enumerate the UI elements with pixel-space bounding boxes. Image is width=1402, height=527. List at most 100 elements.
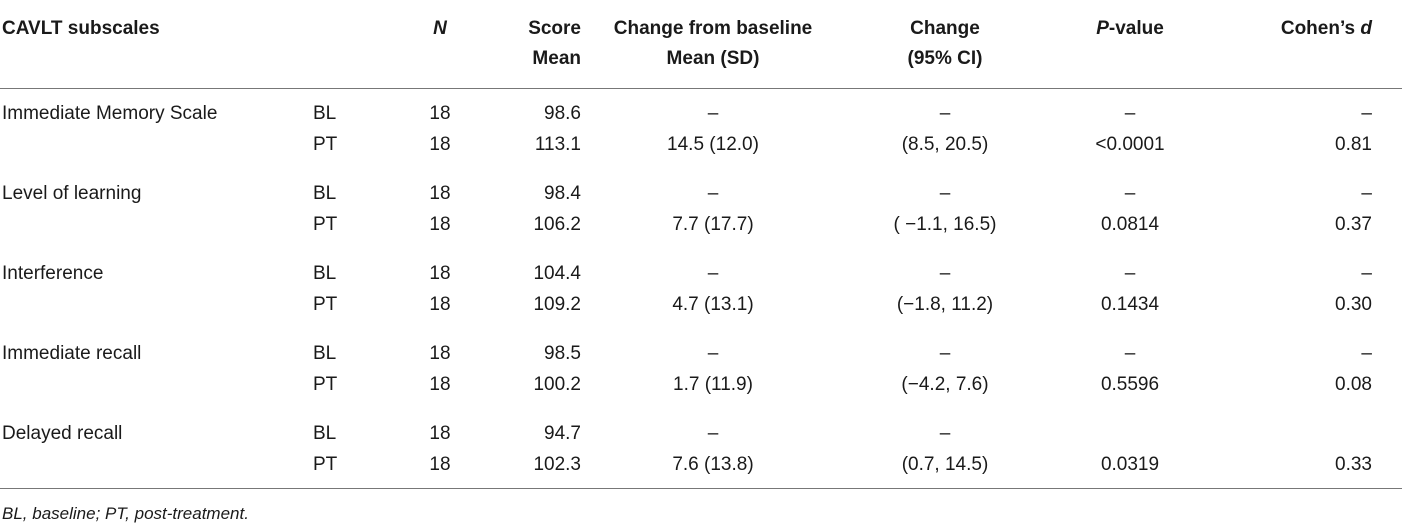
cell-change-ci: – [939, 343, 951, 364]
cell-cohens-d: – [1361, 103, 1372, 124]
header-score: Score Mean [480, 0, 581, 89]
cell-p-value: 0.5596 [1100, 374, 1160, 395]
cell-cohens-d: 0.33 [1215, 449, 1402, 489]
header-n: N [400, 0, 480, 89]
cell-cohens-d: – [1361, 343, 1372, 364]
cell-score-mean: 100.2 [533, 374, 581, 395]
cell-n: 18 [429, 214, 451, 235]
cell-change-mean-sd: – [707, 343, 719, 364]
header-p-value: P-value [1045, 0, 1215, 89]
cell-group: BL [313, 103, 337, 124]
cell-score-mean: 98.6 [544, 103, 581, 124]
cell-subscale [0, 129, 310, 169]
cell-subscale [0, 369, 310, 409]
header-d-italic: d [1360, 18, 1372, 39]
cell-n: 18 [429, 343, 451, 364]
cell-group: BL [313, 343, 337, 364]
cell-change-mean-sd: – [707, 263, 719, 284]
cell-cohens-d: 0.37 [1335, 214, 1372, 235]
cell-change-ci: – [939, 423, 951, 444]
cell-cohens-d: 0.08 [1335, 374, 1372, 395]
header-score-line1: Score [528, 18, 581, 39]
cell-p-value [1045, 409, 1215, 449]
cell-subscale: Interference [2, 263, 104, 284]
table-row: PT 18 106.2 7.7 (17.7) ( −1.1, 16.5) 0.0814 0.… [0, 209, 1402, 249]
cell-score-mean: 94.7 [544, 423, 581, 444]
results-table: CAVLT subscales N Score Mean Change from… [0, 0, 1402, 489]
cell-change-mean-sd: – [707, 183, 719, 204]
cell-n: 18 [429, 134, 451, 155]
cell-subscale: Immediate Memory Scale [2, 103, 218, 124]
cell-change-ci: – [939, 103, 951, 124]
cell-group: BL [313, 183, 337, 204]
cell-n: 18 [429, 183, 451, 204]
cell-group: BL [313, 423, 337, 444]
cell-change-mean-sd: 7.7 (17.7) [672, 214, 754, 235]
table-row: Interference BL 18 104.4 – – – – [0, 249, 1402, 289]
cell-change-ci: (0.7, 14.5) [845, 449, 1045, 489]
cell-n: 18 [429, 374, 451, 395]
header-ci-line1: Change [910, 18, 980, 39]
footnote: BL, baseline; PT, post-treatment. [2, 504, 249, 523]
cell-subscale: Delayed recall [2, 423, 123, 444]
cell-subscale [0, 449, 310, 489]
cell-p-value: – [1124, 343, 1136, 364]
cell-n: 18 [400, 449, 480, 489]
cell-p-value: <0.0001 [1095, 134, 1165, 155]
cell-score-mean: 98.4 [544, 183, 581, 204]
cell-cohens-d [1215, 409, 1402, 449]
cell-subscale: Level of learning [2, 183, 142, 204]
header-cohens-d: Cohen’s d [1215, 0, 1402, 89]
header-group [310, 0, 400, 89]
cell-change-ci: – [939, 183, 951, 204]
cell-change-ci: ( −1.1, 16.5) [893, 214, 997, 235]
cell-n: 18 [429, 423, 451, 444]
header-change-line1: Change from baseline [613, 18, 813, 39]
cell-score-mean: 106.2 [533, 214, 581, 235]
header-change-line2: Mean (SD) [666, 48, 760, 69]
cell-group: PT [313, 214, 338, 235]
cell-score-mean: 109.2 [533, 294, 581, 315]
cell-cohens-d: 0.30 [1335, 294, 1372, 315]
header-p-italic: P [1096, 18, 1109, 39]
header-change: Change from baseline Mean (SD) [581, 0, 845, 89]
cell-change-mean-sd: 14.5 (12.0) [667, 134, 759, 155]
cell-score-mean: 104.4 [533, 263, 581, 284]
cell-change-ci: – [939, 263, 951, 284]
cell-cohens-d: 0.81 [1335, 134, 1372, 155]
cell-cohens-d: – [1361, 263, 1372, 284]
table-row: Level of learning BL 18 98.4 – – – – [0, 169, 1402, 209]
cell-change-mean-sd: 4.7 (13.1) [672, 294, 754, 315]
cell-score-mean: 102.3 [480, 449, 581, 489]
table-row: PT 18 100.2 1.7 (11.9) (−4.2, 7.6) 0.5596 0.08 [0, 369, 1402, 409]
header-row: CAVLT subscales N Score Mean Change from… [0, 0, 1402, 89]
table-row: Delayed recall BL 18 94.7 – – [0, 409, 1402, 449]
cell-group: BL [313, 263, 337, 284]
cell-score-mean: 113.1 [534, 134, 581, 155]
cell-subscale: Immediate recall [2, 343, 142, 364]
cell-change-ci: (−1.8, 11.2) [896, 294, 994, 315]
cell-p-value: 0.0319 [1045, 449, 1215, 489]
header-n-text: N [433, 18, 447, 39]
header-subscales: CAVLT subscales [0, 0, 310, 89]
cell-change-ci: (−4.2, 7.6) [901, 374, 989, 395]
cell-group: PT [313, 374, 338, 395]
cell-n: 18 [429, 294, 451, 315]
cell-p-value: 0.1434 [1100, 294, 1160, 315]
cell-change-mean-sd: 1.7 (11.9) [673, 374, 753, 395]
cell-p-value: – [1124, 103, 1136, 124]
header-ci: Change (95% CI) [845, 0, 1045, 89]
cell-change-mean-sd: – [707, 423, 719, 444]
cell-group: PT [313, 294, 338, 315]
cell-p-value: – [1124, 183, 1136, 204]
table-row: Immediate Memory Scale BL 18 98.6 – – – – [0, 89, 1402, 130]
cell-subscale [0, 209, 310, 249]
table-row: Immediate recall BL 18 98.5 – – – – [0, 329, 1402, 369]
cell-change-mean-sd: 7.6 (13.8) [581, 449, 845, 489]
cell-group: PT [313, 134, 338, 155]
header-score-line2: Mean [532, 48, 581, 69]
cell-n: 18 [429, 103, 451, 124]
cell-change-mean-sd: – [707, 103, 719, 124]
header-p-rest: -value [1108, 18, 1164, 39]
